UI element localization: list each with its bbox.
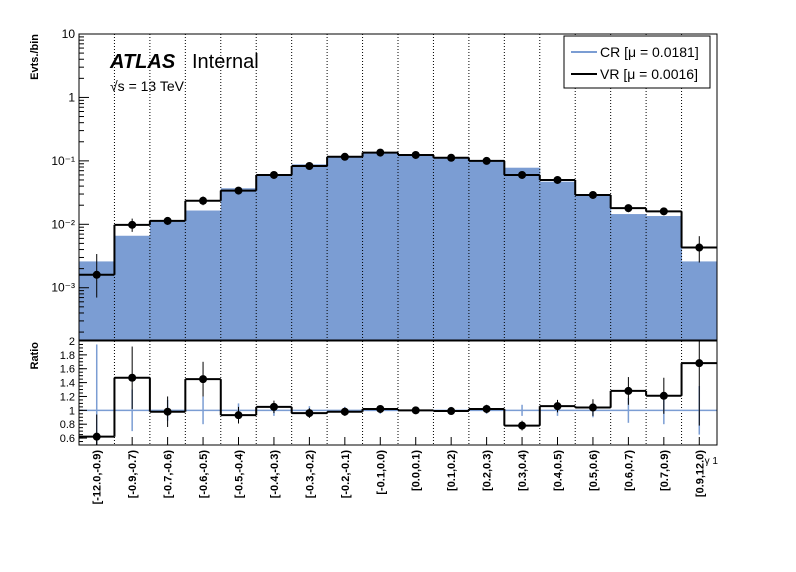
x-tick-label: [0.3,0.4) xyxy=(517,450,529,491)
x-axis-label: γ 1 xyxy=(705,456,719,467)
x-tick-label: [0.0,0.1) xyxy=(411,450,423,491)
cr-bar xyxy=(575,195,612,340)
vr-point xyxy=(340,152,349,161)
x-tick-label: [0.7,0.9) xyxy=(659,450,671,491)
x-tick-label: [-0.1,0.0) xyxy=(375,450,387,495)
vr-point xyxy=(269,170,278,179)
ratio-tick-label: 0.8 xyxy=(60,419,75,431)
cr-bar xyxy=(681,261,718,340)
ratio-tick-label: 1.2 xyxy=(60,391,75,403)
ratio-point xyxy=(588,403,597,412)
vr-point xyxy=(305,162,314,171)
vr-point xyxy=(518,170,527,179)
x-tick-label: [0.9,12.0) xyxy=(694,450,706,497)
ratio-point xyxy=(553,402,562,411)
ratio-point xyxy=(482,404,491,413)
y-tick-label: 10 xyxy=(62,27,76,41)
x-tick-label: [0.5,0.6) xyxy=(588,450,600,491)
vr-point xyxy=(482,156,491,165)
ratio-tick-label: 1.6 xyxy=(60,364,75,376)
vr-point xyxy=(163,216,172,225)
x-tick-label: [0.1,0.2) xyxy=(446,450,458,491)
ratio-point xyxy=(376,404,385,413)
cr-bar xyxy=(433,157,470,340)
energy-label: √s = 13 TeV xyxy=(110,78,185,94)
vr-point xyxy=(234,186,243,195)
vr-point xyxy=(624,204,633,213)
cr-bar xyxy=(185,210,222,340)
cr-bar xyxy=(398,154,434,340)
ratio-point xyxy=(695,359,704,368)
ratio-point xyxy=(199,375,208,384)
ratio-point xyxy=(411,406,420,415)
x-tick-label: [-0.9,-0.7) xyxy=(127,450,139,499)
ratio-point xyxy=(518,421,527,430)
ratio-tick-label: 2 xyxy=(69,336,75,348)
ratio-tick-label: 1.8 xyxy=(60,350,75,362)
ratio-point xyxy=(659,391,668,400)
vr-point xyxy=(411,150,420,159)
x-tick-label: [0.4,0.5) xyxy=(553,450,565,491)
x-tick-label: [-0.7,-0.6) xyxy=(163,450,175,499)
legend-cr-label: CR [μ = 0.0181] xyxy=(600,44,699,60)
ratio-tick-label: 1 xyxy=(69,405,75,417)
ratio-point xyxy=(447,407,456,416)
ratio-point xyxy=(340,407,349,416)
cr-bar xyxy=(220,188,257,340)
cr-bar xyxy=(362,152,399,340)
x-tick-label: [0.2,0.3) xyxy=(482,450,494,491)
x-tick-label: [0.6,0.7) xyxy=(623,450,635,491)
ratio-point xyxy=(128,373,137,382)
cr-bar xyxy=(504,167,541,340)
ratio-tick-label: 1.4 xyxy=(60,378,75,390)
ratio-point xyxy=(624,386,633,395)
cr-bar xyxy=(327,156,364,340)
y-tick-label: 10⁻² xyxy=(51,217,75,231)
cr-bar xyxy=(539,181,576,340)
vr-point xyxy=(447,153,456,162)
vr-point xyxy=(588,190,597,199)
ratio-point xyxy=(234,411,243,420)
x-tick-label: [-0.2,-0.1) xyxy=(340,450,352,499)
vr-point xyxy=(659,207,668,216)
x-tick-label: [-0.4,-0.3) xyxy=(269,450,281,499)
vr-point xyxy=(92,270,101,279)
vr-point xyxy=(199,196,208,205)
vr-point xyxy=(695,243,704,252)
cr-bar xyxy=(291,164,328,340)
ratio-plot: 0.6 0.8 1 1.21.4 1.6 1.8 2 xyxy=(60,336,718,446)
y-tick-label: 1 xyxy=(68,90,75,104)
cr-bar xyxy=(149,220,186,340)
atlas-label: ATLAS xyxy=(109,51,176,73)
cr-bar xyxy=(610,214,647,340)
x-tick-label: [-0.3,-0.2) xyxy=(304,450,316,499)
x-tick-labels: [-12.0,-0.9) [-0.9,-0.7) [-0.7,-0.6) [-0.6,… xyxy=(92,450,707,505)
cr-bar xyxy=(646,216,683,340)
x-tick-label: [-12.0,-0.9) xyxy=(92,450,104,505)
legend: CR [μ = 0.0181] VR [μ = 0.0016] xyxy=(563,35,711,89)
vr-point xyxy=(376,148,385,157)
ratio-axis-label: Ratio xyxy=(29,342,41,370)
ratio-point xyxy=(305,409,314,418)
vr-point xyxy=(553,175,562,184)
legend-vr-label: VR [μ = 0.0016] xyxy=(600,66,698,82)
cr-bar xyxy=(114,235,151,340)
ratio-tick-label: 0.6 xyxy=(60,433,75,445)
y-tick-label: 10⁻³ xyxy=(51,281,75,295)
ratio-point xyxy=(269,402,278,411)
cr-bar xyxy=(256,175,293,340)
y-tick-label: 10⁻¹ xyxy=(51,154,75,168)
vr-point xyxy=(128,220,137,229)
ratio-point xyxy=(163,407,172,416)
x-tick-label: [-0.6,-0.5) xyxy=(198,450,210,499)
atlas-status: Internal xyxy=(192,51,259,73)
cr-bar xyxy=(468,161,505,340)
ratio-point xyxy=(92,432,101,441)
x-tick-label: [-0.5,-0.4) xyxy=(234,450,246,499)
y-axis-label: Evts./bin xyxy=(29,34,41,80)
